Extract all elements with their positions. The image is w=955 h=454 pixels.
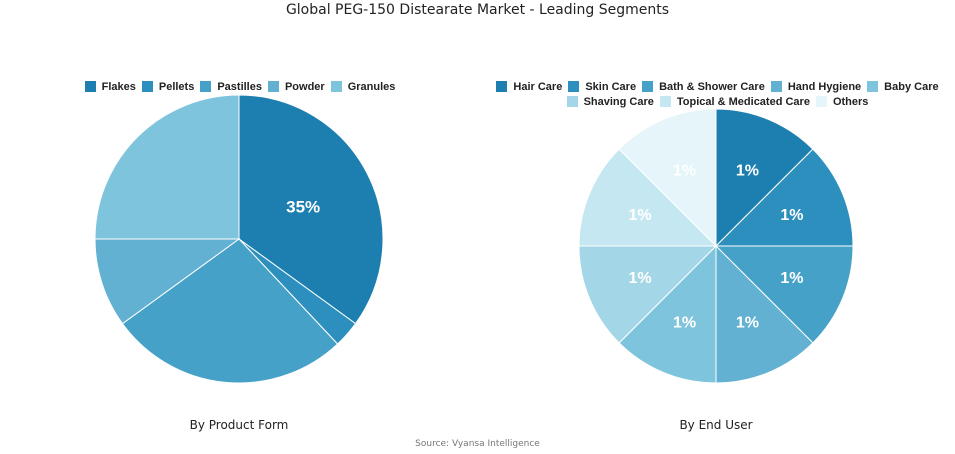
pie-slice-granules (94, 94, 240, 240)
pie-slice-skin-care (714, 148, 854, 247)
legend-label: Topical & Medicated Care (676, 95, 810, 108)
legend-swatch (770, 81, 782, 92)
legend-item-bath-shower-care: Bath & Shower Care (642, 81, 765, 93)
legend-item-granules: Granules (330, 80, 396, 93)
data-label-hair-care: 1% (736, 163, 759, 180)
legend-swatch (84, 81, 96, 92)
legend-item-hand-hygiene: Hand Hygiene (770, 80, 862, 93)
legend-swatch (566, 96, 578, 107)
pie-slice-flakes (238, 94, 384, 325)
legend-swatch (642, 81, 654, 92)
legend-label: Others (832, 95, 869, 108)
legend-end-user: Hair Care Skin Care Bath & Shower Care Hand… (480, 79, 955, 109)
legend-swatch (867, 81, 879, 92)
data-label-shaving-care: 1% (628, 270, 651, 287)
pie-slice-hand-hygiene (715, 244, 814, 384)
caption-product-form: By Product Form (189, 418, 289, 432)
legend-item-pastilles: Pastilles (200, 81, 262, 93)
legend-item-flakes: Flakes (84, 80, 136, 93)
legend-item-pellets: Pellets (141, 80, 195, 93)
legend-swatch (496, 81, 508, 92)
pie-slice-hair-care (715, 108, 814, 248)
legend-swatch (141, 81, 153, 92)
pie-slice-others (618, 108, 717, 248)
legend-label: Bath & Shower Care (659, 80, 765, 93)
legend-swatch (568, 81, 580, 92)
legend-label: Baby Care (884, 80, 939, 93)
page-title: Global PEG-150 Distearate Market - Leadi… (285, 2, 670, 18)
legend-label: Pellets (158, 80, 195, 93)
legend-label: Hand Hygiene (787, 80, 862, 93)
legend-item-skin-care: Skin Care (568, 81, 636, 93)
legend-swatch (200, 81, 212, 92)
legend-item-topical-medicated-care: Topical & Medicated Care (659, 95, 810, 108)
caption-end-user: By End User (679, 418, 753, 432)
legend-swatch (267, 81, 279, 92)
legend-item-powder: Powder (267, 80, 325, 93)
legend-label: Powder (284, 80, 325, 93)
legend-label: Flakes (101, 80, 136, 93)
data-label-flakes: 35% (286, 197, 320, 216)
legend-swatch (330, 81, 342, 92)
legend-item-shaving-care: Shaving Care (566, 95, 654, 108)
legend-item-others: Others (815, 95, 869, 108)
data-label-bath-shower-care: 1% (780, 270, 803, 287)
pie-slice-powder (94, 238, 241, 325)
pie-slice-pastilles (121, 238, 339, 384)
legend-label: Skin Care (585, 80, 637, 93)
pie-slice-baby-care (618, 244, 717, 384)
legend-swatch (659, 96, 671, 107)
pie-slice-bath-shower-care (714, 245, 854, 344)
pie-slice-shaving-care (578, 245, 718, 344)
legend-item-hair-care: Hair Care (496, 81, 562, 93)
pie-slice-topical-medicated-care (578, 148, 718, 247)
data-label-others: 1% (673, 163, 696, 180)
legend-item-baby-care: Baby Care (867, 80, 939, 93)
legend-product-form: Flakes Pellets Pastilles Powder Granules (40, 79, 440, 94)
source-note: Source: Vyansa Intelligence (415, 439, 540, 449)
legend-label: Hair Care (513, 80, 563, 93)
data-label-topical-medicated-care: 1% (628, 207, 651, 224)
legend-label: Granules (347, 80, 396, 93)
data-label-baby-care: 1% (673, 315, 696, 332)
data-label-hand-hygiene: 1% (736, 315, 759, 332)
data-label-skin-care: 1% (780, 207, 803, 224)
legend-label: Shaving Care (583, 95, 654, 108)
legend-label: Pastilles (217, 80, 262, 93)
legend-swatch (815, 96, 827, 107)
